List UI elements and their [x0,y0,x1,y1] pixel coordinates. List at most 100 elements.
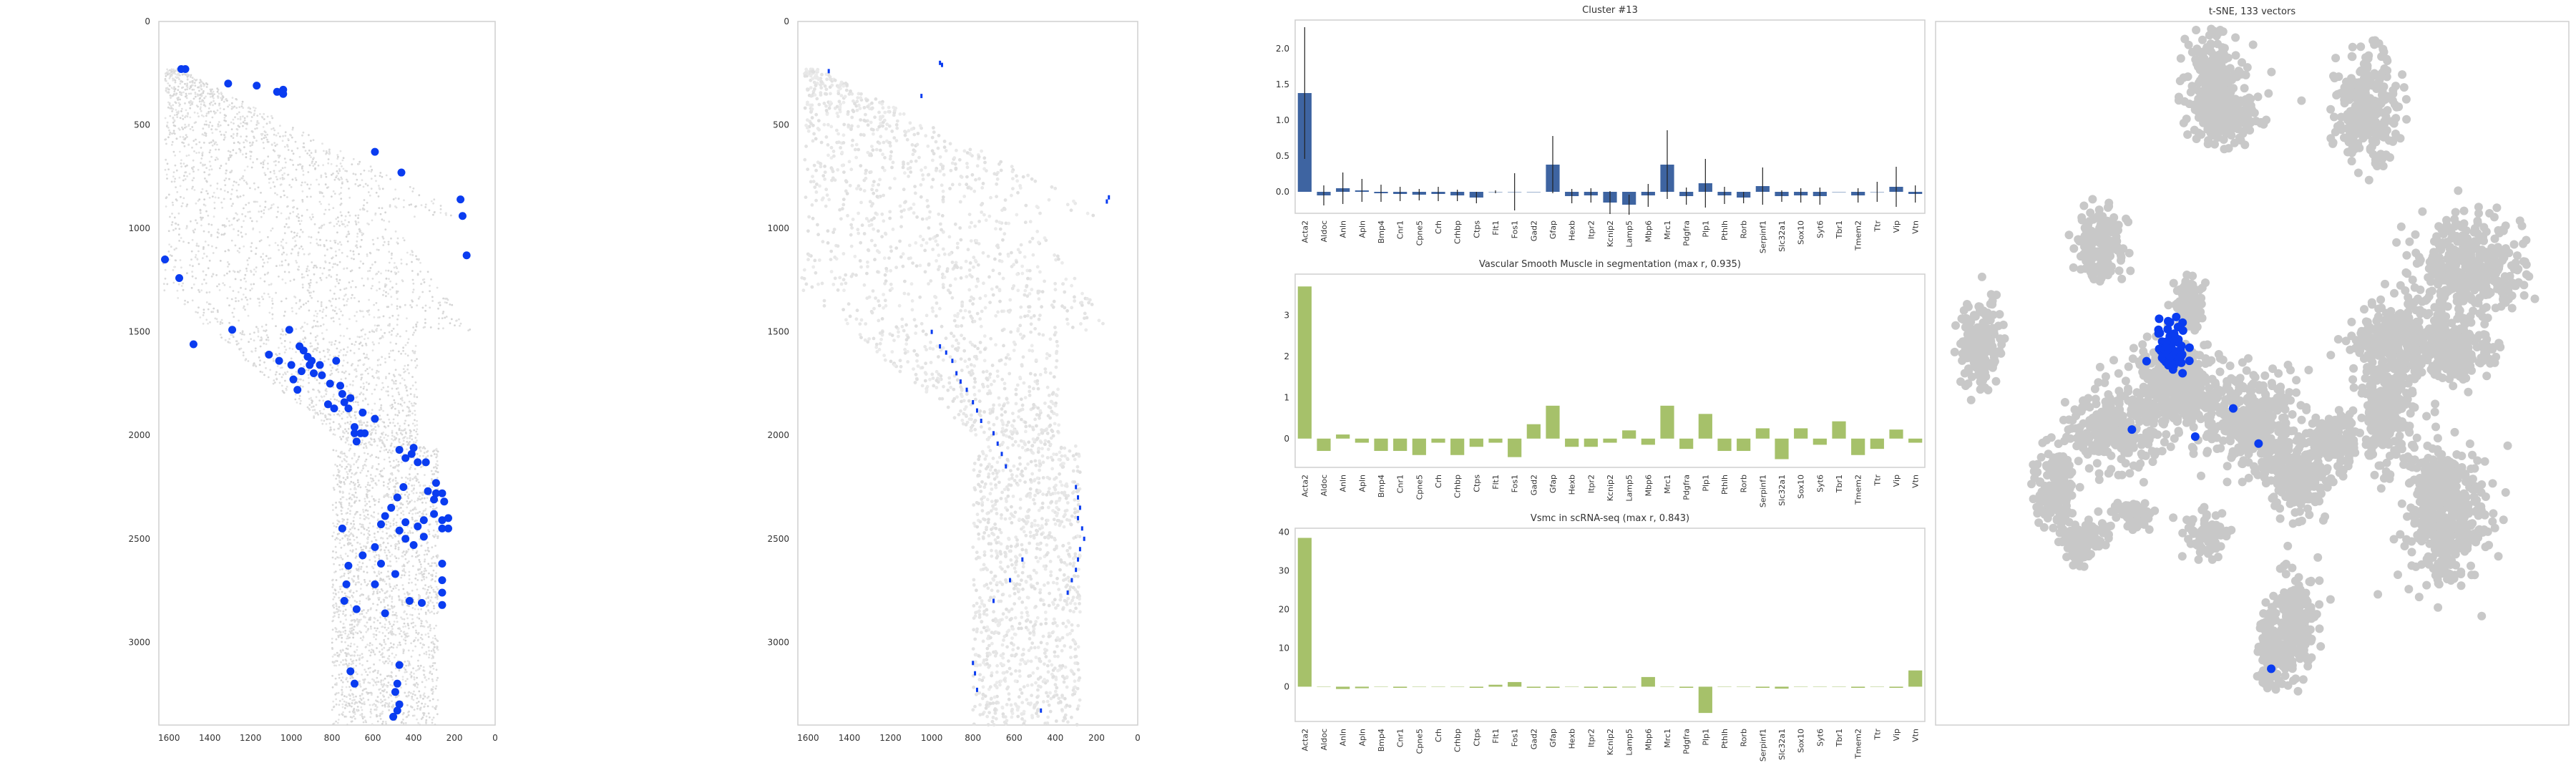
tissue-texture-dot [379,398,381,401]
tissue-texture-dot [368,649,371,652]
tissue-texture-dot [411,706,414,709]
tissue-texture-dot [407,497,410,500]
tissue-texture-dot [380,712,383,714]
tissue-texture-dot [400,721,403,724]
tissue-texture-dot [363,701,366,704]
tissue-texture-dot [404,625,407,628]
tissue-texture-dot [205,123,208,126]
tissue-texture-dot [244,122,247,125]
tissue-texture-dot [247,107,250,110]
tissue-texture-dot [270,204,273,206]
tissue-texture-dot [342,435,344,438]
tissue-texture-dot [431,477,433,480]
tissue-texture-dot [346,523,348,525]
tissue-texture-dot [380,407,382,409]
tissue-texture-dot [358,581,361,583]
tissue-texture-dot [321,316,324,319]
tissue-texture-dot [346,361,349,364]
tissue-texture-dot [402,510,404,512]
tissue-texture-dot [415,681,418,684]
tissue-texture-dot [284,282,287,284]
tissue-texture-dot [358,500,361,502]
tissue-texture-dot [211,88,213,91]
tissue-texture-dot [424,474,426,476]
tissue-texture-dot [292,210,295,213]
tissue-texture-dot [195,104,198,107]
tissue-texture-dot [363,533,366,536]
tissue-texture-dot [376,324,379,327]
tissue-texture-dot [268,178,270,180]
tissue-texture-dot [439,301,441,304]
tissue-texture-dot [257,331,260,334]
x-tick-label: 1000 [280,733,303,743]
tissue-texture-dot [407,694,410,697]
tissue-texture-dot [301,134,303,137]
tissue-texture-dot [389,684,392,686]
tissue-texture-dot [368,298,370,301]
tissue-texture-dot [277,154,280,157]
tissue-texture-dot [421,306,424,309]
tissue-texture-dot [421,646,424,649]
tissue-texture-dot [424,611,427,614]
tissue-texture-dot [279,183,282,186]
tissue-texture-dot [205,86,208,88]
tissue-texture-dot [247,210,250,213]
tissue-texture-dot [434,465,437,468]
tissue-texture-dot [421,491,424,494]
tissue-texture-dot [369,671,371,674]
tissue-texture-dot [410,434,413,437]
tissue-texture-dot [171,141,174,143]
tissue-texture-dot [398,427,401,430]
tissue-texture-dot [265,122,268,125]
tissue-texture-dot [436,450,439,453]
tissue-texture-dot [351,702,353,704]
tissue-texture-dot [336,347,338,350]
tissue-texture-dot [377,424,379,427]
tissue-texture-dot [376,647,378,649]
tissue-texture-dot [382,431,385,434]
tissue-texture-dot [384,626,386,629]
tissue-texture-dot [239,178,241,181]
tissue-texture-dot [335,611,338,613]
tissue-texture-dot [325,388,328,390]
tissue-texture-dot [325,306,328,309]
tissue-texture-dot [292,164,295,166]
tissue-texture-dot [302,303,305,306]
tissue-texture-dot [293,278,296,281]
tissue-texture-dot [398,599,401,601]
tissue-texture-dot [173,86,175,89]
tissue-texture-dot [335,176,337,179]
tissue-texture-dot [411,532,414,534]
tissue-texture-dot [361,674,364,676]
tissue-texture-dot [363,688,366,691]
tissue-texture-dot [374,499,377,502]
tissue-texture-dot [407,548,410,550]
tissue-texture-dot [432,686,434,689]
tissue-texture-dot [419,538,421,540]
tissue-texture-dot [419,653,421,656]
tissue-texture-dot [232,149,235,152]
tissue-texture-dot [1000,643,1005,647]
tissue-texture-dot [355,548,357,550]
tissue-texture-dot [176,113,178,116]
tissue-texture-dot [431,641,434,643]
tissue-texture-dot [172,204,175,206]
tissue-texture-dot [333,414,336,416]
tissue-texture-dot [213,307,215,310]
tissue-texture-dot [358,359,361,361]
tissue-texture-dot [384,361,386,364]
tissue-texture-dot [348,337,351,340]
tissue-texture-dot [209,88,212,91]
tissue-texture-dot [237,230,240,233]
tissue-texture-dot [347,230,350,233]
tissue-texture-dot [184,82,186,85]
tissue-texture-dot [310,183,312,186]
highlight-spot [395,661,404,669]
tissue-texture-dot [180,195,182,198]
tissue-texture-dot [375,484,378,486]
tissue-texture-dot [341,314,344,316]
tissue-texture-dot [434,596,437,599]
tissue-texture-dot [366,610,369,612]
tissue-texture-dot [308,284,311,287]
highlight-spot [376,520,385,529]
